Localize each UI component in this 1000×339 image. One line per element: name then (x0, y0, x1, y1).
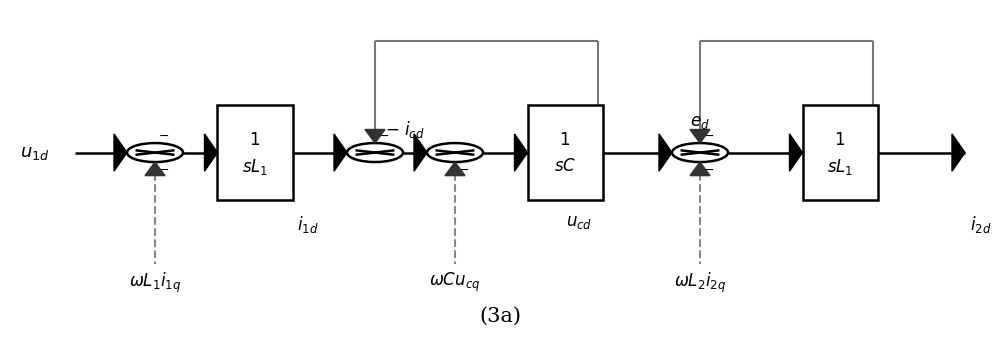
Text: $sL_1$: $sL_1$ (827, 157, 853, 177)
Polygon shape (414, 134, 427, 171)
Polygon shape (365, 129, 385, 143)
Text: $-$: $-$ (158, 163, 169, 176)
Text: $u_{1d}$: $u_{1d}$ (20, 143, 50, 162)
Polygon shape (445, 162, 465, 176)
Text: $\omega C u_{cq}$: $\omega C u_{cq}$ (429, 271, 481, 294)
Text: $i_{1d}$: $i_{1d}$ (297, 214, 319, 235)
Text: $-$: $-$ (703, 129, 714, 142)
Bar (528, 105, 602, 200)
Text: $\omega L_1 i_{1q}$: $\omega L_1 i_{1q}$ (129, 271, 181, 295)
Polygon shape (205, 134, 217, 171)
Text: $1$: $1$ (249, 132, 261, 149)
Polygon shape (690, 162, 710, 176)
Polygon shape (334, 134, 347, 171)
Text: $sC$: $sC$ (554, 158, 576, 175)
Polygon shape (659, 134, 672, 171)
Text: (3a): (3a) (479, 306, 521, 325)
Text: $1$: $1$ (834, 132, 846, 149)
Polygon shape (114, 134, 127, 171)
Polygon shape (952, 134, 965, 171)
Polygon shape (790, 134, 802, 171)
Text: $-$: $-$ (378, 129, 389, 142)
Text: $u_{cd}$: $u_{cd}$ (566, 214, 592, 231)
Text: $\omega L_2 i_{2q}$: $\omega L_2 i_{2q}$ (674, 271, 726, 295)
Text: $1$: $1$ (559, 132, 571, 149)
Text: $-\ i_{cd}$: $-\ i_{cd}$ (385, 119, 425, 140)
Text: $-$: $-$ (158, 129, 169, 142)
Bar (217, 105, 292, 200)
Polygon shape (514, 134, 528, 171)
Polygon shape (145, 162, 165, 176)
Text: $i_{2d}$: $i_{2d}$ (970, 214, 991, 235)
Text: $sL_1$: $sL_1$ (242, 157, 268, 177)
Bar (802, 105, 878, 200)
Text: $-$: $-$ (458, 163, 469, 176)
Text: $-$: $-$ (703, 163, 714, 176)
Polygon shape (690, 129, 710, 143)
Text: $e_d$: $e_d$ (690, 114, 710, 131)
